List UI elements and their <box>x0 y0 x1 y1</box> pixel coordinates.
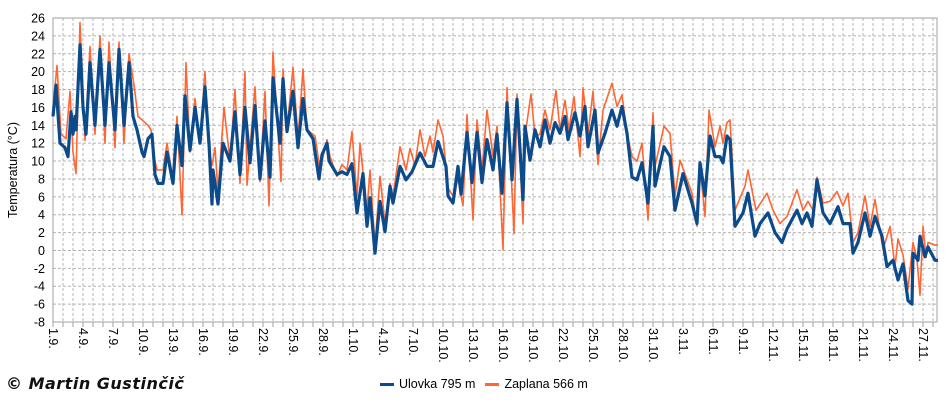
x-tick-label: 3.11. <box>676 328 690 355</box>
x-tick-label: 10.9. <box>136 328 150 356</box>
x-tick-label: 9.11. <box>736 328 750 355</box>
y-tick-label: 14 <box>31 119 45 133</box>
x-tick-label: 21.11. <box>856 328 870 362</box>
x-tick-label: 25.9. <box>286 328 300 356</box>
y-tick-label: 24 <box>31 29 45 43</box>
x-tick-label: 6.11. <box>706 328 720 355</box>
x-tick-label: 19.10. <box>526 328 540 363</box>
x-tick-label: 1.10. <box>346 328 360 356</box>
x-tick-label: 16.9. <box>196 328 210 356</box>
legend-swatch-ulovka <box>380 382 394 386</box>
x-tick-label: 4.10. <box>376 328 390 356</box>
x-tick-label: 22.9. <box>256 328 270 356</box>
x-tick-label: 16.10. <box>496 328 510 363</box>
y-tick-label: -8 <box>34 316 45 330</box>
x-tick-label: 13.10. <box>466 328 480 363</box>
x-tick-label: 7.9. <box>106 328 120 349</box>
x-tick-labels: 1.9. 4.9. 7.9. 10.9. 13.9. 16.9. 19.9. 22.9. 25.… <box>46 328 949 363</box>
x-tick-label: 4.9. <box>76 328 90 349</box>
y-tick-label: 20 <box>31 65 45 79</box>
x-tick-label: 25.10. <box>586 328 600 363</box>
y-tick-label: 12 <box>31 137 45 151</box>
legend: Ulovka 795 m Zaplana 566 m <box>380 377 588 391</box>
y-tick-label: -4 <box>34 280 45 294</box>
x-tick-label: 12.11. <box>766 328 780 362</box>
series-line-ulovka <box>51 43 938 306</box>
x-tick-label: 22.10. <box>556 328 570 363</box>
y-tick-label: 0 <box>38 244 45 258</box>
legend-label-ulovka: Ulovka 795 m <box>399 377 476 391</box>
y-tick-label: 10 <box>31 155 45 169</box>
y-tick-label: 18 <box>31 83 45 97</box>
series-lines <box>51 21 938 306</box>
x-tick-label: 28.10. <box>616 328 630 363</box>
x-tick-label: 1.9. <box>46 328 60 349</box>
y-tick-label: -2 <box>34 262 45 276</box>
copyright-signature: © Martin Gustinčič <box>6 374 185 393</box>
x-tick-label: 7.10. <box>406 328 420 356</box>
x-tick-label: 18.11. <box>826 328 840 362</box>
y-tick-label: 8 <box>38 172 45 186</box>
legend-swatch-zaplana <box>485 382 500 386</box>
plot-frame <box>52 17 938 323</box>
x-tick-label: 10.10. <box>436 328 450 363</box>
y-tick-label: 4 <box>38 208 45 222</box>
y-tick-label: 22 <box>31 47 45 61</box>
y-tick-label: 26 <box>31 12 45 26</box>
x-tick-label: 31.10. <box>646 328 660 363</box>
x-tick-label: 13.9. <box>166 328 180 356</box>
x-tick-label: 19.9. <box>226 328 240 356</box>
y-axis-title: Temperatura (°C) <box>6 122 20 218</box>
x-tick-label: 30.11. <box>946 328 949 362</box>
y-tick-label: 2 <box>38 226 45 240</box>
x-tick-label: 27.11. <box>916 328 930 362</box>
y-tick-label: 6 <box>38 190 45 204</box>
y-tick-label: 16 <box>31 101 45 115</box>
grid <box>52 17 937 323</box>
axes <box>52 17 938 327</box>
legend-label-zaplana: Zaplana 566 m <box>504 377 588 391</box>
y-tick-label: -6 <box>34 298 45 312</box>
x-tick-label: 24.11. <box>886 328 900 362</box>
x-tick-label: 28.9. <box>316 328 330 356</box>
x-tick-label: 15.11. <box>796 328 810 362</box>
